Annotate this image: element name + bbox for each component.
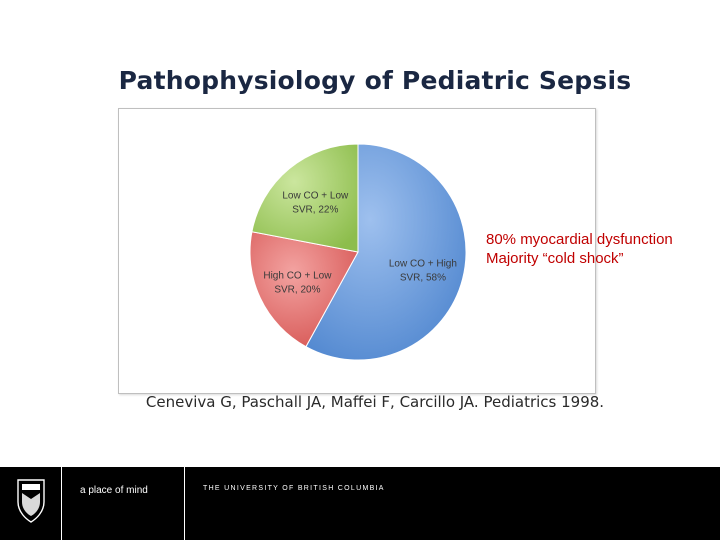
slide-title: Pathophysiology of Pediatric Sepsis [118, 66, 632, 95]
annotation-line: 80% myocardial dysfunction [486, 231, 673, 248]
pie-slice [251, 143, 359, 253]
pie-slice-label: Low CO + High SVR, 58% [389, 259, 457, 284]
footer-divider [184, 467, 185, 540]
footer-university-name: THE UNIVERSITY OF BRITISH COLUMBIA [203, 485, 385, 492]
pie-slice [305, 143, 467, 361]
pie-slice-label: High CO + Low SVR, 20% [263, 271, 332, 296]
annotation-text: 80% myocardial dysfunction Majority “col… [486, 230, 718, 268]
footer-tagline: a place of mind [80, 485, 148, 496]
annotation-line: Majority “cold shock” [486, 250, 624, 267]
pie-chart: Low CO + High SVR, 58% High CO + Low SVR, 2… [118, 108, 596, 394]
footer-bar: a place of mind THE UNIVERSITY OF BRITIS… [0, 467, 720, 540]
footer-divider [61, 467, 62, 540]
pie-slice [249, 231, 359, 348]
pie-chart-svg: Low CO + High SVR, 58% High CO + Low SVR, 2… [249, 143, 467, 361]
ubc-crest-icon [17, 479, 45, 523]
pie-slice-label: Low CO + Low SVR, 22% [282, 190, 349, 215]
citation: Ceneviva G, Paschall JA, Maffei F, Carci… [145, 393, 605, 411]
